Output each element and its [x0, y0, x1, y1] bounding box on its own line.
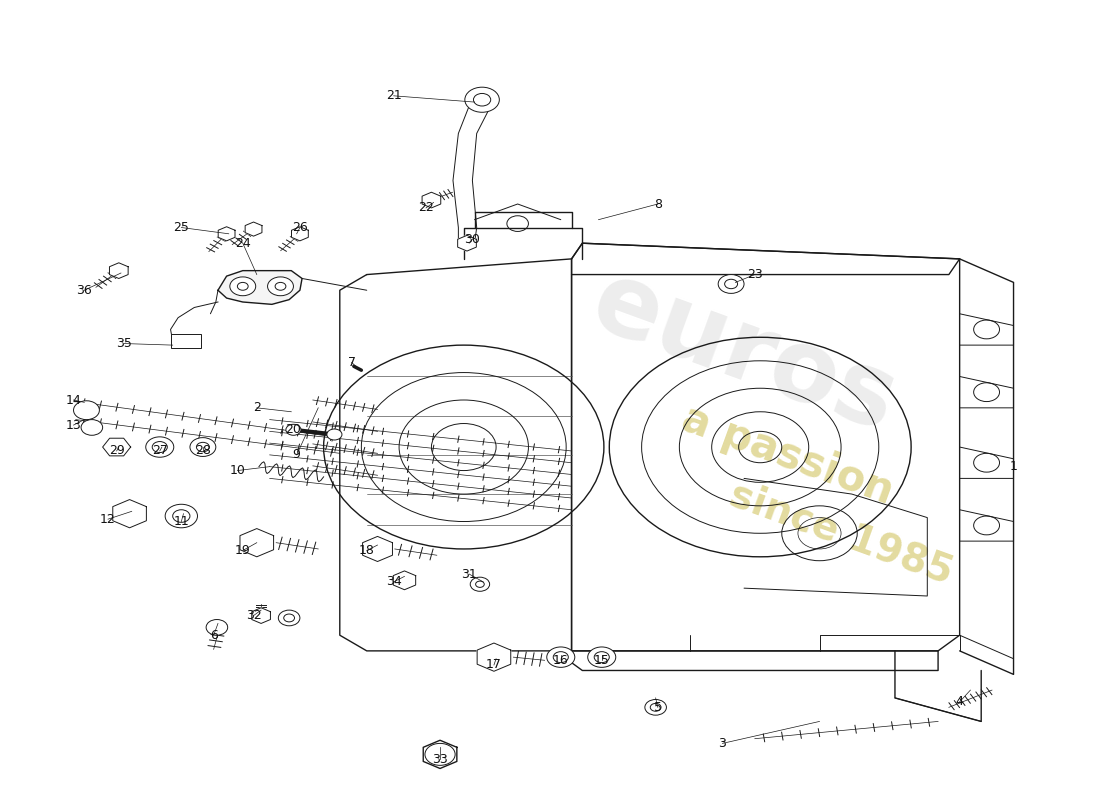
- Circle shape: [547, 647, 575, 667]
- Polygon shape: [394, 571, 416, 590]
- Circle shape: [165, 504, 198, 528]
- Circle shape: [327, 429, 342, 440]
- Circle shape: [190, 438, 216, 457]
- Polygon shape: [424, 740, 456, 769]
- Text: 31: 31: [461, 567, 477, 581]
- Polygon shape: [245, 222, 262, 236]
- Polygon shape: [218, 270, 302, 304]
- Polygon shape: [292, 226, 308, 241]
- Text: 8: 8: [653, 198, 662, 210]
- Circle shape: [587, 647, 616, 667]
- Polygon shape: [252, 608, 271, 623]
- Polygon shape: [110, 262, 128, 278]
- Text: 14: 14: [66, 394, 81, 406]
- Text: 29: 29: [109, 445, 124, 458]
- Circle shape: [267, 277, 294, 296]
- Text: 18: 18: [359, 544, 375, 557]
- Text: 25: 25: [174, 221, 189, 234]
- Text: 15: 15: [594, 654, 609, 666]
- Polygon shape: [102, 438, 131, 456]
- Polygon shape: [477, 643, 510, 671]
- Text: 4: 4: [956, 695, 964, 708]
- Polygon shape: [363, 537, 393, 562]
- Text: 35: 35: [117, 337, 132, 350]
- Polygon shape: [458, 235, 476, 251]
- Text: 9: 9: [293, 448, 300, 462]
- Text: 12: 12: [100, 513, 116, 526]
- Text: a passion: a passion: [675, 397, 899, 513]
- Text: 10: 10: [230, 464, 245, 477]
- Text: 24: 24: [235, 237, 251, 250]
- Circle shape: [470, 577, 490, 591]
- Circle shape: [645, 699, 667, 715]
- Text: 36: 36: [76, 284, 92, 297]
- Text: 5: 5: [653, 701, 662, 714]
- Bar: [170, 334, 200, 348]
- Polygon shape: [422, 192, 441, 208]
- Text: 2: 2: [253, 402, 261, 414]
- Text: 13: 13: [66, 418, 81, 431]
- Text: 21: 21: [386, 90, 402, 102]
- Polygon shape: [240, 529, 274, 557]
- Circle shape: [145, 437, 174, 458]
- Circle shape: [278, 610, 300, 626]
- Circle shape: [286, 424, 301, 435]
- Text: since 1985: since 1985: [724, 475, 958, 591]
- Text: 28: 28: [195, 445, 211, 458]
- Text: 23: 23: [747, 268, 762, 281]
- Circle shape: [74, 401, 99, 419]
- Polygon shape: [218, 226, 235, 241]
- Text: 1: 1: [1010, 460, 1018, 473]
- Text: 17: 17: [486, 658, 502, 671]
- Text: 3: 3: [718, 737, 726, 750]
- Polygon shape: [113, 499, 146, 528]
- Text: 27: 27: [152, 445, 167, 458]
- Circle shape: [206, 619, 228, 635]
- Text: 22: 22: [418, 202, 433, 214]
- Circle shape: [81, 419, 102, 435]
- Text: 20: 20: [286, 423, 301, 436]
- Circle shape: [230, 277, 255, 296]
- Text: 11: 11: [174, 515, 189, 528]
- Text: 16: 16: [553, 654, 569, 666]
- Circle shape: [465, 87, 499, 112]
- Circle shape: [718, 274, 744, 294]
- Text: 33: 33: [432, 753, 448, 766]
- Text: 19: 19: [235, 544, 251, 557]
- Text: 32: 32: [245, 609, 262, 622]
- Text: 34: 34: [386, 575, 402, 588]
- Text: 6: 6: [210, 629, 218, 642]
- Circle shape: [425, 743, 455, 766]
- Text: 7: 7: [348, 356, 355, 369]
- Text: 30: 30: [464, 233, 481, 246]
- Text: 26: 26: [292, 221, 308, 234]
- Text: euros: euros: [579, 254, 910, 453]
